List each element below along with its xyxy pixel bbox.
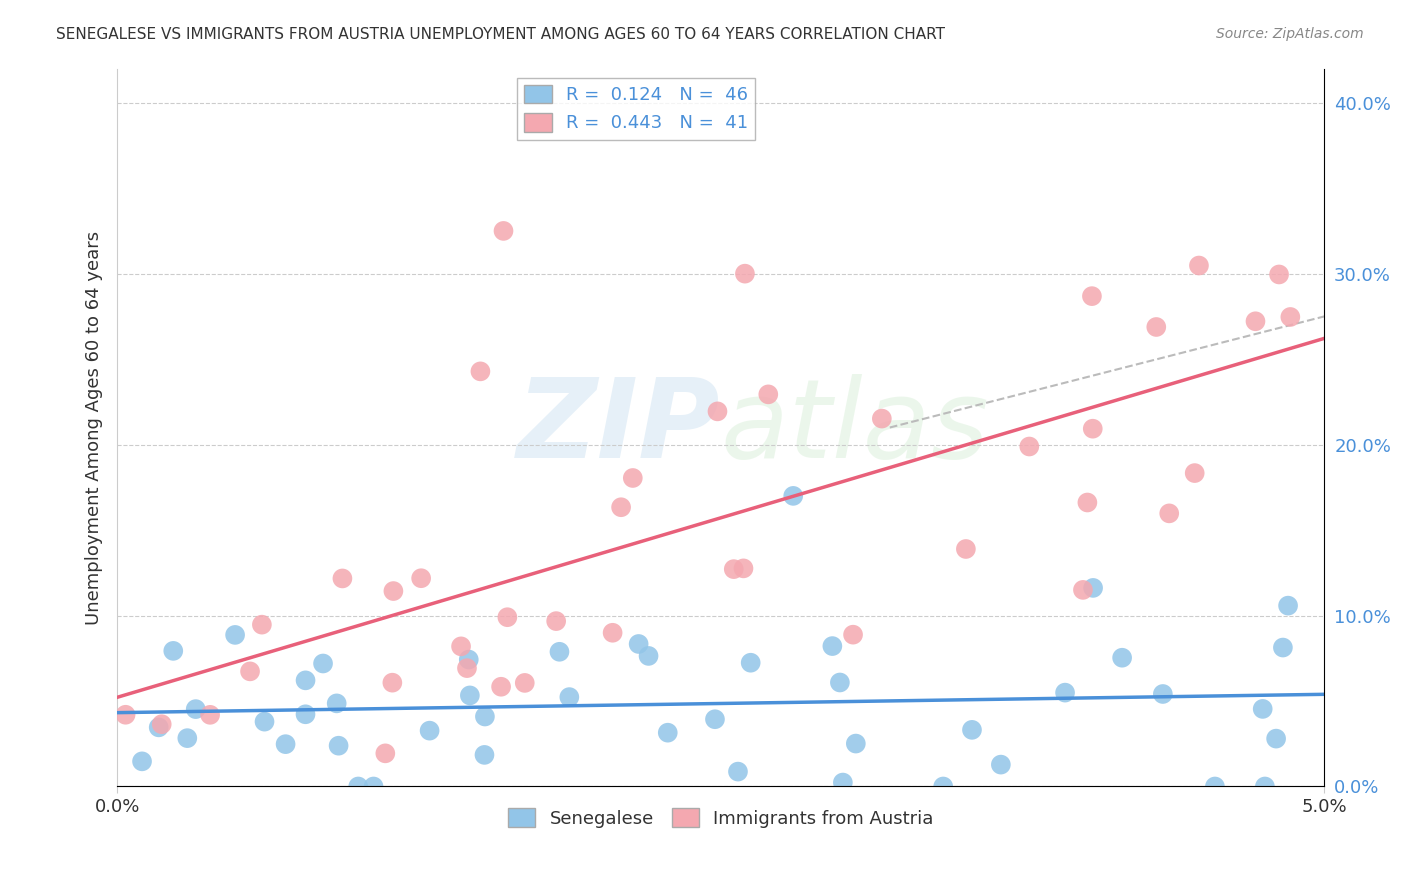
Point (1018, 440, 1040, 454)
Point (274, 737, 297, 751)
Y-axis label: Unemployment Among Ages 60 to 64 years: Unemployment Among Ages 60 to 64 years (86, 230, 103, 624)
Point (347, 780, 370, 794)
Point (150, 717, 173, 731)
Point (932, 780, 955, 794)
Point (960, 723, 983, 737)
Point (1265, 731, 1288, 746)
Point (1244, 314, 1267, 328)
Point (450, 640, 472, 654)
Point (458, 689, 481, 703)
Point (382, 584, 405, 599)
Point (1271, 640, 1294, 655)
Point (727, 764, 749, 779)
Point (627, 637, 650, 651)
Point (1204, 780, 1226, 794)
Point (114, 707, 136, 722)
Point (492, 224, 515, 238)
Point (513, 676, 536, 690)
Point (363, 780, 385, 794)
Point (312, 657, 335, 671)
Point (821, 639, 844, 653)
Point (1279, 310, 1302, 324)
Point (637, 648, 659, 663)
Point (734, 267, 756, 281)
Point (1081, 422, 1104, 436)
Point (381, 675, 404, 690)
Point (1277, 599, 1299, 613)
Point (1254, 780, 1277, 794)
Point (733, 561, 755, 575)
Point (250, 617, 273, 632)
Point (489, 680, 512, 694)
Point (148, 720, 170, 734)
Point (239, 665, 262, 679)
Point (1251, 702, 1274, 716)
Point (548, 645, 571, 659)
Text: ZIP: ZIP (517, 374, 721, 481)
Point (474, 709, 496, 723)
Point (294, 673, 316, 688)
Point (831, 775, 853, 789)
Point (1152, 687, 1174, 701)
Point (558, 690, 581, 704)
Point (224, 628, 246, 642)
Point (176, 731, 198, 746)
Point (253, 714, 276, 729)
Point (621, 471, 644, 485)
Point (723, 562, 745, 576)
Point (332, 571, 354, 585)
Point (706, 404, 728, 418)
Point (1076, 495, 1098, 509)
Point (1159, 507, 1181, 521)
Point (456, 661, 478, 675)
Point (990, 757, 1012, 772)
Point (374, 747, 396, 761)
Point (657, 725, 679, 739)
Point (756, 387, 779, 401)
Point (325, 697, 347, 711)
Point (1071, 582, 1094, 597)
Point (1054, 685, 1077, 699)
Point (870, 411, 893, 425)
Point (782, 489, 804, 503)
Point (411, 571, 433, 585)
Text: SENEGALESE VS IMMIGRANTS FROM AUSTRIA UNEMPLOYMENT AMONG AGES 60 TO 64 YEARS COR: SENEGALESE VS IMMIGRANTS FROM AUSTRIA UN… (56, 27, 945, 42)
Point (419, 723, 441, 738)
Point (1144, 320, 1167, 334)
Point (828, 675, 851, 690)
Point (328, 739, 350, 753)
Text: Source: ZipAtlas.com: Source: ZipAtlas.com (1216, 27, 1364, 41)
Point (546, 614, 568, 628)
Text: atlas: atlas (721, 374, 990, 481)
Point (704, 712, 727, 726)
Point (474, 747, 496, 762)
Point (457, 652, 479, 666)
Point (602, 625, 624, 640)
Point (470, 364, 492, 378)
Point (162, 644, 184, 658)
Point (955, 541, 977, 556)
Point (1188, 259, 1211, 273)
Point (740, 656, 762, 670)
Point (1184, 466, 1206, 480)
Point (1268, 268, 1291, 282)
Legend: Senegalese, Immigrants from Austria: Senegalese, Immigrants from Austria (501, 801, 941, 835)
Point (1081, 289, 1104, 303)
Point (610, 500, 633, 515)
Point (842, 628, 865, 642)
Point (1111, 650, 1133, 665)
Point (198, 707, 221, 722)
Point (131, 755, 153, 769)
Point (845, 737, 868, 751)
Point (1081, 581, 1104, 595)
Point (496, 610, 519, 624)
Point (294, 707, 316, 722)
Point (184, 702, 207, 716)
